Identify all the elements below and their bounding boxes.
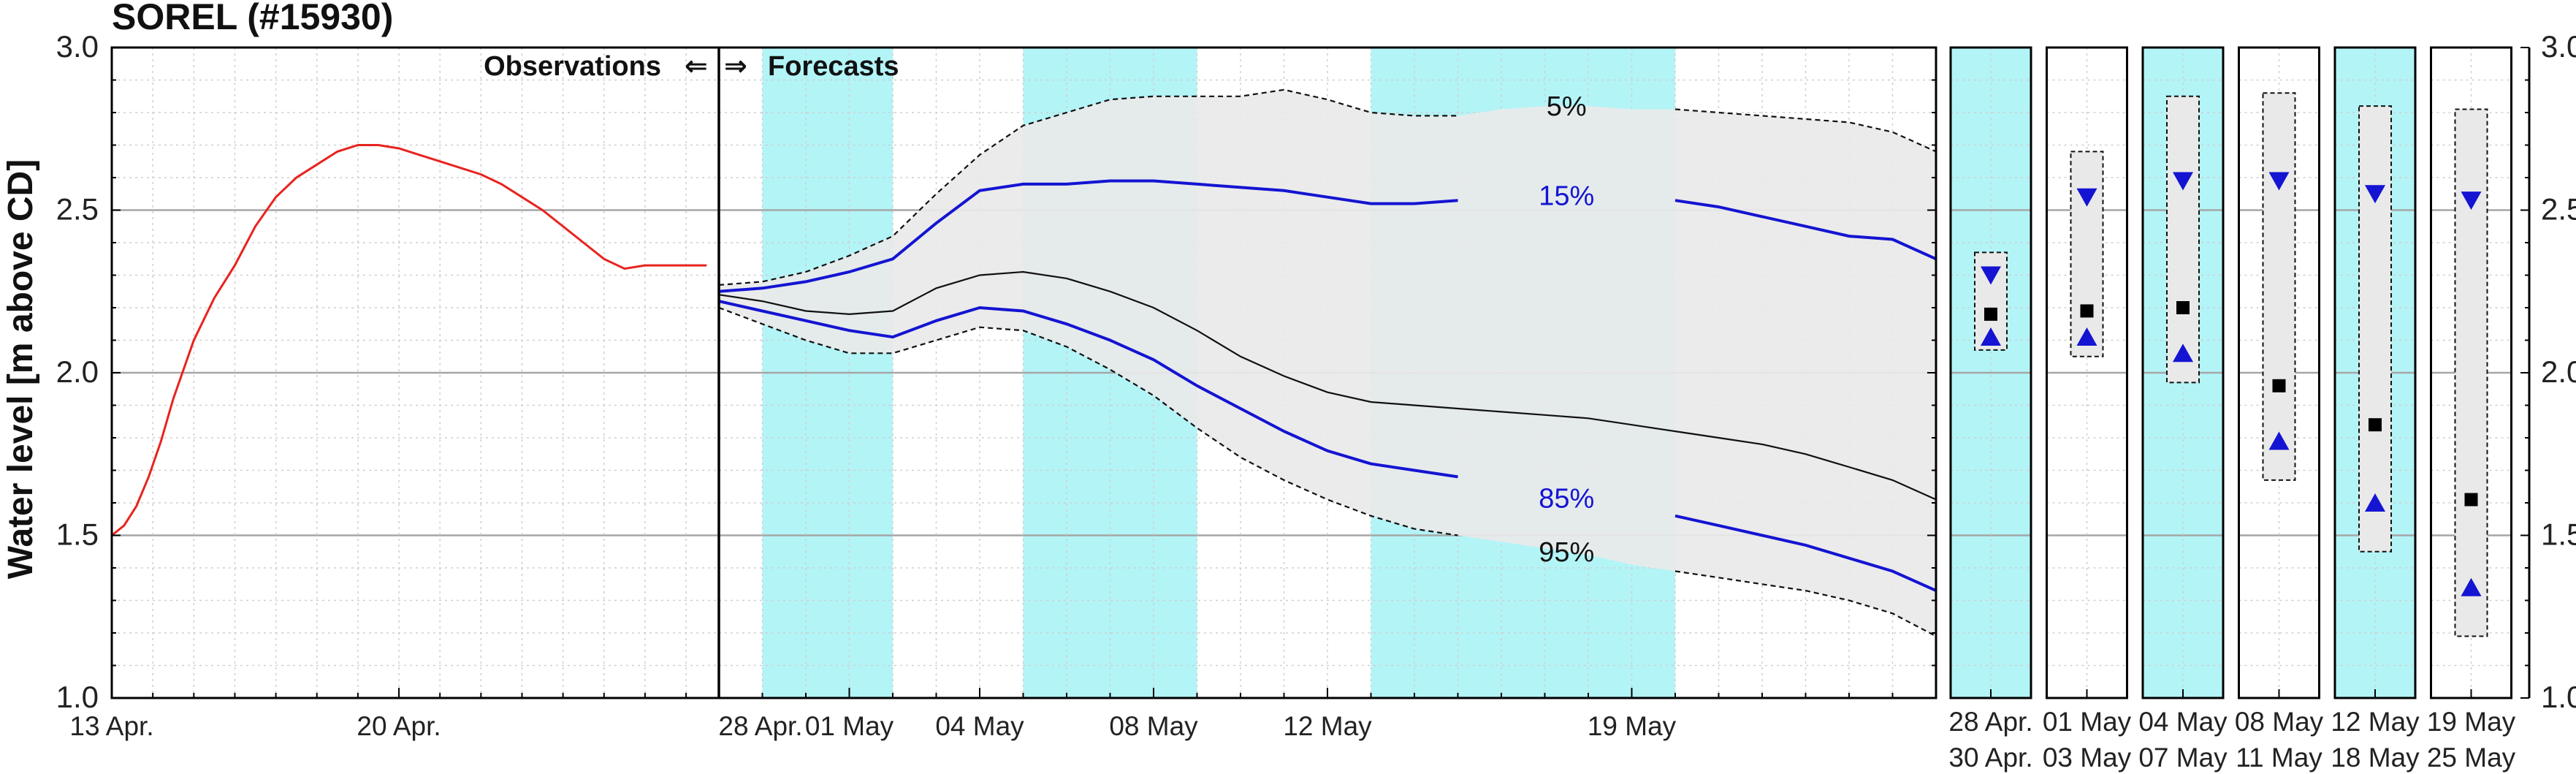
forecast-line-95pct xyxy=(718,306,1458,536)
weekly-range-box xyxy=(2166,95,2200,384)
weekly-median-marker xyxy=(2464,493,2478,506)
weekly-date-start: 28 Apr. xyxy=(1948,707,2032,737)
series-layer xyxy=(111,88,2488,637)
x-tick-label: 04 May xyxy=(935,711,1024,741)
y-tick-label-right: 2.5 xyxy=(2541,192,2576,227)
chart-title: SOREL (#15930) xyxy=(112,0,393,37)
observed-line xyxy=(111,144,707,536)
weekly-date-end: 30 Apr. xyxy=(1948,743,2032,773)
forecast-line-15pct xyxy=(718,179,1458,293)
weekly-range-box xyxy=(2262,92,2296,481)
weekly-date-end: 25 May xyxy=(2427,743,2516,773)
x-tick-label: 01 May xyxy=(805,711,894,741)
weekly-date-start: 19 May xyxy=(2427,707,2516,737)
y-tick-label: 1.5 xyxy=(56,517,99,552)
weekly-upper-triangle xyxy=(2173,172,2193,191)
weekly-date-start: 01 May xyxy=(2043,707,2132,737)
x-tick-label: 19 May xyxy=(1588,711,1677,741)
weekly-date-start: 04 May xyxy=(2138,707,2228,737)
weekly-date-start: 12 May xyxy=(2331,707,2420,737)
percentile-label-85pct: 85% xyxy=(1539,483,1594,514)
forecast-line-95pct xyxy=(1674,570,1937,637)
x-tick-label: 13 Apr. xyxy=(69,711,153,741)
weekly-range-box xyxy=(2454,108,2488,637)
forecast-line-5pct xyxy=(718,88,1458,286)
weekly-lower-triangle xyxy=(2076,327,2097,346)
weekly-lower-triangle xyxy=(2365,493,2385,512)
weekly-date-end: 07 May xyxy=(2138,743,2228,773)
weekly-upper-triangle xyxy=(2365,185,2385,204)
percentile-label-5pct: 5% xyxy=(1547,91,1587,122)
forecast-line-85pct xyxy=(1674,514,1937,592)
y-tick-label: 1.0 xyxy=(56,680,99,714)
y-tick-label: 2.0 xyxy=(56,354,99,389)
weekly-lower-triangle xyxy=(2173,344,2193,363)
x-tick-label: 08 May xyxy=(1109,711,1198,741)
weekly-lower-triangle xyxy=(2268,431,2290,450)
arrow-right-glyph: ⇒ xyxy=(724,51,747,82)
forecast-line-median xyxy=(718,270,1937,501)
forecast-line-85pct xyxy=(718,300,1458,479)
y-tick-label-right: 3.0 xyxy=(2541,29,2576,64)
observations-header: Observations xyxy=(484,51,661,82)
weekly-median-marker xyxy=(2176,301,2190,314)
percentile-label-95pct: 95% xyxy=(1539,537,1594,568)
weekly-date-end: 18 May xyxy=(2331,743,2420,773)
y-tick-label-right: 1.0 xyxy=(2541,680,2576,714)
weekly-range-box xyxy=(2070,151,2104,357)
forecast-band xyxy=(719,89,1936,637)
weekly-upper-triangle xyxy=(2268,172,2290,191)
weekly-date-start: 08 May xyxy=(2235,707,2324,737)
weekly-median-marker xyxy=(1984,307,1997,321)
x-tick-label: 12 May xyxy=(1283,711,1372,741)
weekly-median-marker xyxy=(2272,379,2286,392)
x-tick-label: 28 Apr. xyxy=(718,711,802,741)
forecast-line-15pct xyxy=(1674,199,1937,261)
forecasts-header: Forecasts xyxy=(768,51,899,82)
weekly-range-box xyxy=(2358,105,2392,553)
weekly-upper-triangle xyxy=(2076,188,2097,207)
percentile-label-15pct: 15% xyxy=(1539,181,1594,211)
y-tick-label-right: 2.0 xyxy=(2541,354,2576,389)
weekly-date-end: 03 May xyxy=(2043,743,2132,773)
y-tick-label: 3.0 xyxy=(56,29,99,64)
x-tick-label: 20 Apr. xyxy=(357,711,441,741)
y-tick-label: 2.5 xyxy=(56,192,99,227)
weekly-median-marker xyxy=(2369,418,2382,432)
y-tick-label-right: 1.5 xyxy=(2541,517,2576,552)
frames-layer xyxy=(110,46,2531,699)
y-axis-label: Water level [m above CD] xyxy=(1,159,40,579)
weekly-upper-triangle xyxy=(1981,266,2001,285)
arrow-left-glyph: ⇐ xyxy=(685,51,708,82)
weekly-upper-triangle xyxy=(2461,191,2482,210)
weekly-lower-triangle xyxy=(1981,327,2001,346)
weekly-lower-triangle xyxy=(2461,577,2482,596)
weekly-date-end: 11 May xyxy=(2236,743,2322,773)
weekly-median-marker xyxy=(2080,304,2094,318)
